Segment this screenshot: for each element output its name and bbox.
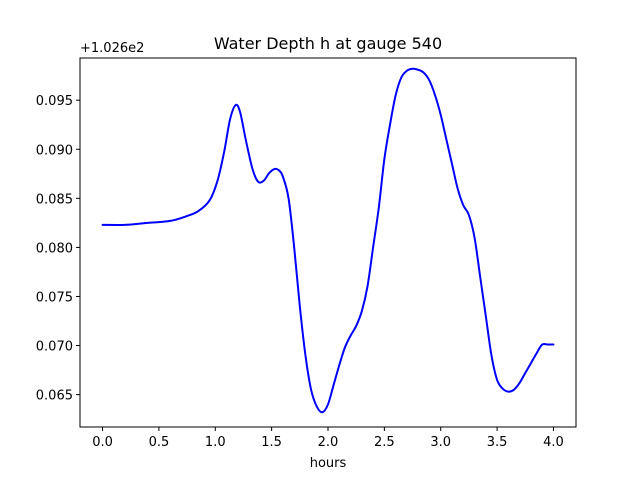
y-tick-label: 0.080: [36, 241, 73, 256]
x-tick-label: 1.0: [205, 435, 226, 450]
y-tick-label: 0.095: [36, 94, 73, 109]
x-axis: 0.0 0.5 1.0 1.5 2.0 2.5 3.0 3.5 4.0: [92, 427, 564, 450]
x-axis-label: hours: [310, 456, 347, 471]
x-tick-label: 2.5: [374, 435, 395, 450]
chart-title: Water Depth h at gauge 540: [214, 34, 442, 53]
x-tick-label: 3.5: [487, 435, 508, 450]
x-tick-label: 1.5: [261, 435, 282, 450]
x-tick-label: 0.5: [149, 435, 170, 450]
y-axis: 0.065 0.070 0.075 0.080 0.085 0.090 0.095: [36, 94, 80, 404]
y-tick-label: 0.075: [36, 290, 73, 305]
y-tick-label: 0.090: [36, 143, 73, 158]
y-tick-label: 0.065: [36, 389, 73, 404]
x-tick-label: 2.0: [318, 435, 339, 450]
y-tick-label: 0.070: [36, 340, 73, 355]
y-axis-offset-label: +1.026e2: [80, 41, 144, 56]
x-tick-label: 4.0: [543, 435, 564, 450]
x-tick-label: 3.0: [430, 435, 451, 450]
y-tick-label: 0.085: [36, 192, 73, 207]
x-tick-label: 0.0: [92, 435, 113, 450]
series-line: [101, 67, 555, 414]
series-layer: [101, 67, 555, 414]
